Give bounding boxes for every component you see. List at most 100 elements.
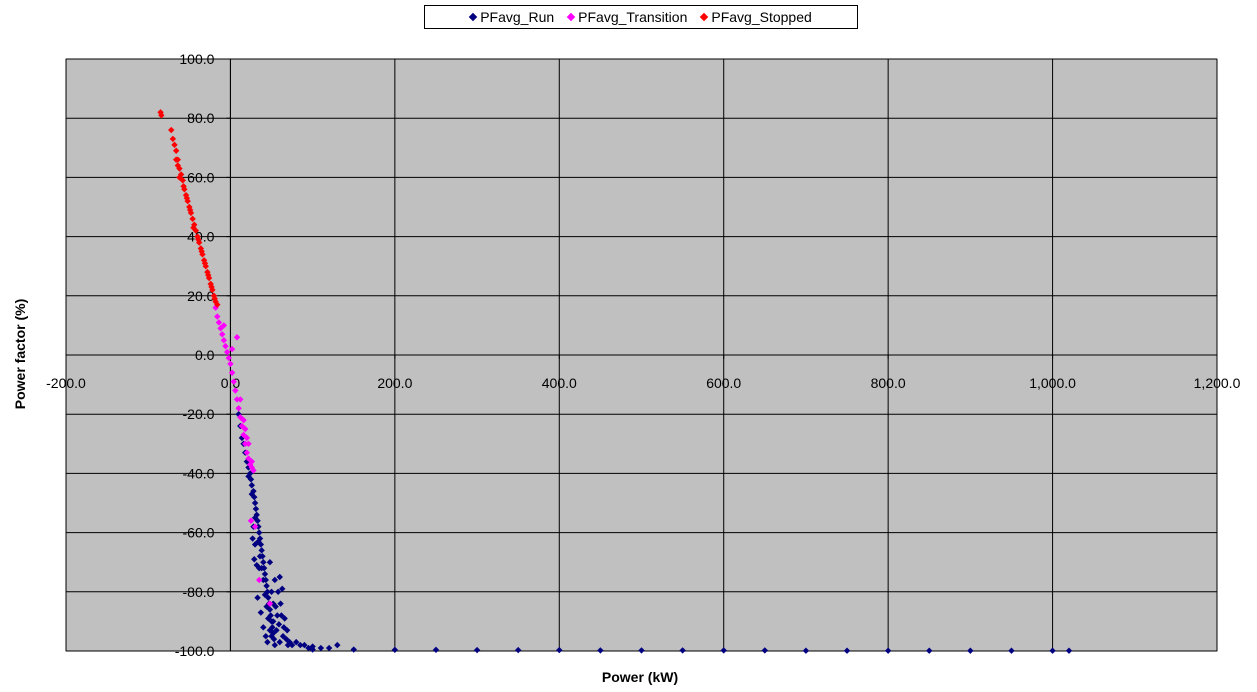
legend-item: PFavg_Transition (566, 9, 687, 25)
data-point-pfavg-run (884, 647, 892, 654)
data-point-pfavg-run (1065, 647, 1073, 654)
data-point-pfavg-run (251, 499, 259, 507)
data-point-pfavg-run (260, 576, 267, 584)
data-point-pfavg-run (260, 559, 267, 566)
data-point-pfavg-run (248, 490, 256, 498)
data-point-pfavg-run (802, 647, 810, 654)
y-tick-label: 20.0 (187, 288, 214, 304)
x-tick-label: 800.0 (871, 375, 906, 391)
x-tick-label: 0.0 (221, 375, 241, 391)
data-point-pfavg-transition (240, 416, 247, 424)
data-point-pfavg-stopped (177, 171, 185, 178)
data-point-pfavg-transition (232, 387, 239, 394)
data-point-pfavg-run (260, 624, 267, 631)
data-point-pfavg-run (257, 609, 265, 616)
data-point-pfavg-run (268, 588, 275, 595)
y-tick-label: -80.0 (183, 584, 215, 600)
data-point-pfavg-run (266, 627, 274, 634)
data-point-pfavg-stopped (198, 248, 205, 255)
data-point-pfavg-run (248, 482, 256, 489)
data-point-pfavg-run (293, 638, 300, 646)
x-tick-label: -200.0 (46, 375, 86, 391)
data-point-pfavg-run (245, 473, 252, 480)
data-point-pfavg-run (251, 541, 259, 548)
data-point-pfavg-run (274, 588, 282, 595)
data-point-pfavg-run (258, 547, 265, 554)
data-point-pfavg-run (284, 641, 292, 649)
data-point-pfavg-run (254, 594, 261, 601)
legend-item: PFavg_Run (468, 9, 554, 25)
data-point-pfavg-stopped (209, 286, 216, 294)
data-point-pfavg-run (264, 588, 271, 595)
x-tick-label: 1,200.0 (1194, 375, 1241, 391)
x-tick-label: 1,000.0 (1029, 375, 1076, 391)
data-point-pfavg-run (269, 618, 277, 625)
data-point-pfavg-run (967, 647, 974, 654)
data-point-pfavg-run (350, 646, 357, 653)
data-point-pfavg-stopped (204, 268, 211, 276)
data-point-pfavg-stopped (210, 292, 218, 299)
data-point-pfavg-run (720, 647, 727, 654)
data-point-pfavg-transition (243, 449, 251, 456)
data-point-pfavg-run (276, 638, 283, 646)
data-point-pfavg-stopped (195, 236, 202, 243)
data-point-pfavg-run (281, 615, 288, 622)
data-point-pfavg-transition (219, 331, 226, 338)
data-point-pfavg-transition (222, 342, 229, 350)
data-point-pfavg-run (269, 600, 277, 607)
x-axis-label: Power (kW) (601, 669, 679, 685)
data-point-pfavg-run (266, 606, 274, 613)
data-point-pfavg-run (280, 624, 288, 631)
data-point-pfavg-stopped (205, 274, 213, 282)
data-point-pfavg-run (279, 633, 287, 640)
data-point-pfavg-transition (266, 600, 274, 607)
data-point-pfavg-stopped (168, 126, 175, 134)
data-point-pfavg-run (265, 615, 272, 622)
data-point-pfavg-transition (247, 517, 255, 524)
data-point-pfavg-run (301, 641, 308, 649)
legend-label: PFavg_Stopped (711, 9, 812, 25)
y-tick-label: 80.0 (187, 110, 214, 126)
data-point-pfavg-transition (220, 322, 228, 329)
data-point-pfavg-transition (250, 467, 257, 474)
data-point-pfavg-run (262, 633, 269, 640)
data-point-pfavg-run (432, 646, 440, 654)
data-point-pfavg-stopped (172, 147, 180, 154)
data-point-pfavg-transition (242, 440, 249, 447)
data-point-pfavg-run (556, 646, 563, 654)
data-point-pfavg-run (257, 541, 265, 548)
data-point-pfavg-run (297, 641, 304, 649)
data-point-pfavg-run (473, 646, 481, 654)
data-point-pfavg-run (249, 535, 256, 542)
data-point-pfavg-run (279, 585, 286, 593)
data-point-pfavg-transition (235, 405, 242, 412)
data-point-pfavg-run (679, 647, 686, 654)
data-point-pfavg-stopped (186, 206, 194, 214)
data-point-pfavg-run (256, 529, 263, 536)
y-tick-label: -60.0 (183, 525, 215, 541)
data-point-pfavg-run (274, 612, 281, 619)
y-tick-label: -40.0 (183, 465, 215, 481)
data-point-pfavg-run (761, 647, 769, 654)
data-point-pfavg-transition (243, 434, 251, 442)
data-point-pfavg-run (273, 627, 280, 634)
data-point-pfavg-run (247, 476, 255, 483)
data-point-pfavg-run (1049, 647, 1056, 654)
data-point-pfavg-run (256, 553, 264, 560)
data-point-pfavg-run (266, 559, 274, 566)
data-point-pfavg-transition (256, 576, 263, 584)
data-point-pfavg-stopped (180, 183, 187, 190)
data-point-pfavg-run (261, 570, 269, 578)
data-point-pfavg-run (926, 647, 933, 654)
data-point-pfavg-run (514, 646, 522, 654)
y-tick-label: 0.0 (195, 347, 215, 363)
data-point-pfavg-transition (223, 348, 231, 356)
data-point-pfavg-run (252, 505, 260, 513)
data-point-pfavg-transition (220, 337, 228, 344)
data-point-pfavg-stopped (169, 135, 177, 143)
x-tick-label: 200.0 (377, 375, 412, 391)
data-point-pfavg-run (253, 561, 260, 569)
data-point-pfavg-run (255, 538, 262, 545)
data-point-pfavg-stopped (158, 112, 165, 119)
data-point-pfavg-run (277, 600, 284, 607)
